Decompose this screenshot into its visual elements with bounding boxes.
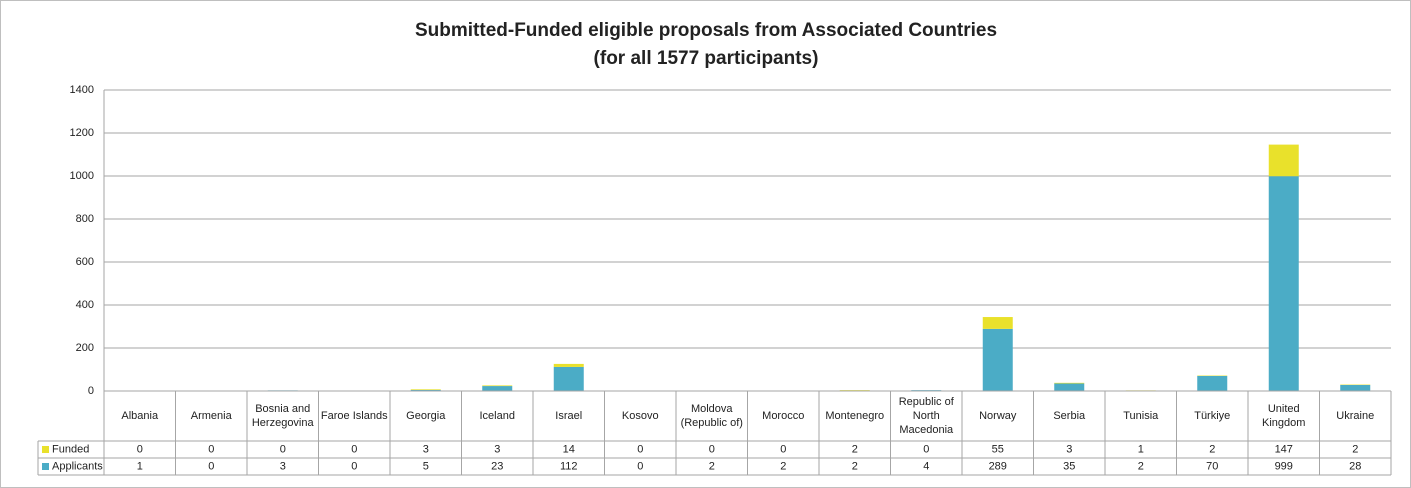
table-value: 0: [637, 443, 643, 455]
bar-segment: [482, 386, 513, 391]
table-value: 0: [208, 460, 214, 472]
table-value: 2: [1352, 443, 1358, 455]
x-tick-label: Kosovo: [621, 410, 659, 422]
table-value: 0: [137, 443, 143, 455]
x-tick-label: Serbia: [1053, 410, 1086, 422]
x-tick-label: Georgia: [406, 410, 446, 422]
bar-segment: [410, 389, 441, 391]
table-value: 2: [780, 460, 786, 472]
x-tick-label: United Kingdom: [1262, 403, 1306, 429]
bar-segment: [1054, 383, 1085, 391]
table-value: 5: [423, 460, 429, 472]
chart-subtitle: (for all 1577 participants): [594, 48, 819, 69]
bar-segment: [1054, 382, 1085, 384]
y-tick-label: 400: [76, 299, 94, 311]
table-value: 14: [563, 443, 575, 455]
x-tick-label: Israel: [555, 410, 583, 422]
table-value: 3: [423, 443, 429, 455]
table-value: 1: [1138, 443, 1144, 455]
legend-swatch: [42, 446, 49, 453]
table-value: 289: [989, 460, 1007, 472]
legend-label: Applicants: [52, 460, 103, 472]
x-tick-label: Türkiye: [1194, 410, 1231, 422]
bar-segment: [1268, 176, 1299, 391]
table-value: 28: [1349, 460, 1361, 472]
x-tick-label: Albania: [121, 410, 159, 422]
bar-segment: [553, 366, 584, 391]
table-value: 0: [780, 443, 786, 455]
table-value: 0: [351, 460, 357, 472]
bar-segment: [410, 389, 441, 390]
x-tick-label: Montenegro: [825, 410, 885, 422]
table-value: 55: [992, 443, 1004, 455]
table-value: 0: [280, 443, 286, 455]
table-value: 3: [494, 443, 500, 455]
x-tick-label: Armenia: [190, 410, 232, 422]
legend-swatch: [42, 463, 49, 470]
chart-title: Submitted-Funded eligible proposals from…: [415, 20, 997, 41]
y-tick-label: 1000: [70, 170, 94, 182]
bar-segment: [482, 385, 513, 387]
table-value: 70: [1206, 460, 1218, 472]
x-tick-label: Norway: [979, 410, 1017, 422]
bar-segment: [1268, 144, 1299, 177]
table-value: 0: [208, 443, 214, 455]
table-value: 3: [1066, 443, 1072, 455]
y-tick-label: 800: [76, 213, 94, 225]
table-value: 4: [923, 460, 929, 472]
x-tick-label: Tunisia: [1123, 410, 1159, 422]
x-tick-label: Morocco: [762, 410, 805, 422]
table-value: 2: [1209, 443, 1215, 455]
bar-segment: [982, 317, 1013, 329]
table-value: 23: [491, 460, 503, 472]
table-value: 2: [852, 443, 858, 455]
table-value: 2: [852, 460, 858, 472]
bar-segment: [982, 328, 1013, 391]
table-value: 0: [923, 443, 929, 455]
x-tick-label: Moldova (Republic of): [680, 403, 743, 429]
table-value: 1: [137, 460, 143, 472]
y-tick-label: 0: [88, 385, 94, 397]
table-value: 3: [280, 460, 286, 472]
table-value: 0: [351, 443, 357, 455]
table-value: 0: [709, 443, 715, 455]
table-value: 999: [1275, 460, 1293, 472]
y-tick-label: 200: [76, 342, 94, 354]
x-tick-label: Faroe Islands: [320, 410, 388, 422]
table-value: 147: [1275, 443, 1293, 455]
x-tick-label: Republic of North Macedonia: [898, 396, 954, 436]
table-value: 0: [637, 460, 643, 472]
y-tick-label: 600: [76, 256, 94, 268]
bar-segment: [1340, 384, 1371, 391]
bar-segment: [1197, 375, 1228, 391]
legend-label: Funded: [52, 443, 89, 455]
table-value: 2: [709, 460, 715, 472]
x-tick-label: Bosnia and Herzegovina: [251, 403, 314, 429]
bar-segment: [553, 363, 584, 367]
table-value: 112: [560, 460, 578, 472]
table-value: 35: [1063, 460, 1075, 472]
x-tick-label: Iceland: [479, 410, 515, 422]
table-value: 2: [1138, 460, 1144, 472]
x-tick-label: Ukraine: [1336, 410, 1375, 422]
y-tick-label: 1400: [70, 84, 94, 96]
y-tick-label: 1200: [70, 127, 94, 139]
